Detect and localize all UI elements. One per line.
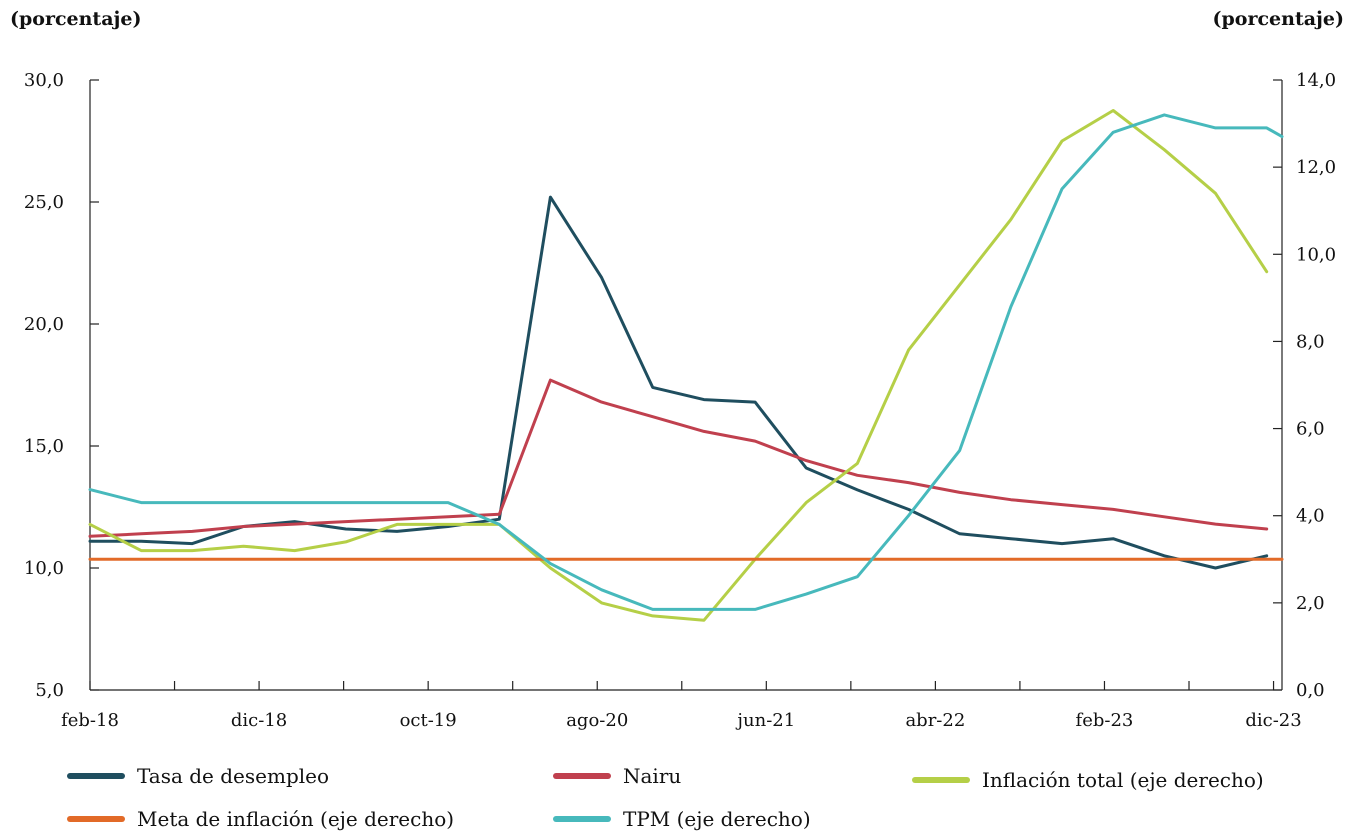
legend-item-tpm: TPM (eje derecho) — [553, 807, 811, 831]
y-left-tick-label: 20,0 — [24, 314, 64, 335]
y-left-tick-label: 30,0 — [24, 70, 64, 91]
y-right-tick-label: 10,0 — [1296, 244, 1336, 265]
legend-label: Inflación total (eje derecho) — [982, 768, 1264, 792]
legend-label: Tasa de desempleo — [137, 764, 330, 788]
y-right-tick-label: 0,0 — [1296, 680, 1325, 701]
series-line-tasa-de-desempleo — [88, 195, 1269, 570]
y-right-tick-label: 4,0 — [1296, 506, 1325, 527]
series-line-tpm — [88, 113, 1284, 611]
legend-item-nairu: Nairu — [553, 764, 681, 788]
y-left-tick-label: 5,0 — [35, 680, 64, 701]
legend-item-meta-de-inflacion: Meta de inflación (eje derecho) — [67, 807, 454, 831]
x-tick-label: feb-18 — [61, 710, 119, 731]
x-tick-label: ago-20 — [566, 710, 628, 731]
legend-label: Nairu — [623, 764, 682, 788]
legend-label: TPM (eje derecho) — [623, 807, 811, 831]
legend-swatch — [67, 816, 125, 822]
y-right-tick-label: 2,0 — [1296, 593, 1325, 614]
y-left-tick-label: 10,0 — [24, 558, 64, 579]
x-tick-label: oct-19 — [400, 710, 457, 731]
left-axis-unit: (porcentaje) — [10, 8, 142, 30]
legend-swatch — [912, 777, 970, 783]
legend-item-inflacion-total: Inflación total (eje derecho) — [912, 768, 1264, 792]
series-line-inflacion-total — [88, 109, 1269, 622]
y-left-tick-label: 15,0 — [24, 436, 64, 457]
y-right-tick-label: 8,0 — [1296, 331, 1325, 352]
x-tick-label: abr-22 — [905, 710, 965, 731]
x-tick-label: feb-23 — [1076, 710, 1134, 731]
x-tick-label: jun-21 — [735, 710, 795, 731]
legend-swatch — [553, 773, 611, 779]
x-tick-label: dic-18 — [231, 710, 287, 731]
legend-swatch — [67, 773, 125, 779]
series-line-nairu — [88, 378, 1269, 538]
x-tick-label: dic-23 — [1245, 710, 1301, 731]
y-right-tick-label: 6,0 — [1296, 419, 1325, 440]
legend-swatch — [553, 816, 611, 822]
right-axis-unit: (porcentaje) — [1212, 8, 1344, 30]
legend-label: Meta de inflación (eje derecho) — [137, 807, 455, 831]
legend-item-tasa-de-desempleo: Tasa de desempleo — [67, 764, 329, 788]
y-right-tick-label: 12,0 — [1296, 157, 1336, 178]
y-right-tick-label: 14,0 — [1296, 70, 1336, 91]
y-left-tick-label: 25,0 — [24, 192, 64, 213]
